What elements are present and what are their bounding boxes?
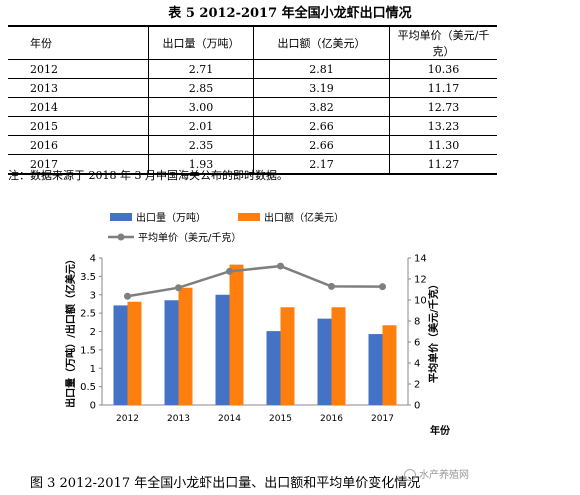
left-tick-label: 3.5 xyxy=(80,272,96,283)
price-point xyxy=(379,283,386,291)
legend-swatch-value xyxy=(238,213,260,221)
right-tick-label: 10 xyxy=(414,296,427,307)
price-point xyxy=(226,267,233,275)
left-tick-label: 1.5 xyxy=(80,345,96,356)
table-title: 表 5 2012-2017 年全国小龙虾出口情况 xyxy=(168,6,412,21)
header-year: 年份 xyxy=(8,25,149,60)
header-volume: 出口量（万吨） xyxy=(148,25,254,60)
bar-volume xyxy=(164,300,179,405)
cell-year: 2016 xyxy=(8,135,149,155)
y-axis-title: 出口量（万吨）/出口额（亿美元） xyxy=(64,254,77,408)
right-tick-label: 2 xyxy=(414,380,420,391)
cell-volume: 2.71 xyxy=(148,59,254,79)
cell-value: 2.81 xyxy=(253,59,390,79)
bar-value xyxy=(127,301,142,405)
price-point xyxy=(277,262,284,270)
right-tick-label: 4 xyxy=(414,359,420,370)
cell-price: 11.27 xyxy=(389,154,497,175)
bar-value xyxy=(178,287,193,405)
table-row: 2016 2.35 2.66 11.30 xyxy=(8,135,497,155)
bar-value xyxy=(229,264,244,405)
legend-marker-price xyxy=(117,233,125,241)
x-tick-label: 2016 xyxy=(320,414,343,424)
legend-label-price: 平均单价（美元/千克） xyxy=(138,231,241,244)
price-series-line xyxy=(127,264,383,298)
bar-volume xyxy=(317,318,332,405)
left-tick-label: 4 xyxy=(90,254,96,265)
price-line xyxy=(124,262,386,300)
cell-year: 2013 xyxy=(8,78,149,98)
watermark: 水产养殖网 xyxy=(404,466,469,481)
x-tick-label: 2015 xyxy=(269,414,292,424)
x-axis-title: 年份 xyxy=(430,424,451,437)
table-row: 2017 1.93 2.17 11.27 xyxy=(8,154,497,175)
cell-value: 2.17 xyxy=(253,154,390,175)
right-tick-label: 8 xyxy=(414,317,420,328)
watermark-text: 水产养殖网 xyxy=(419,470,469,481)
left-tick-label: 2 xyxy=(90,327,96,338)
cell-price: 12.73 xyxy=(389,97,497,117)
right-tick-label: 0 xyxy=(414,401,420,412)
cell-value: 2.66 xyxy=(253,116,390,136)
header-price: 平均单价（美元/千克） xyxy=(389,25,497,60)
right-tick-label: 14 xyxy=(414,254,427,265)
price-point xyxy=(175,284,182,292)
cell-volume: 2.85 xyxy=(148,78,254,98)
bar-volume xyxy=(266,331,281,405)
table-row: 2014 3.00 3.82 12.73 xyxy=(8,97,497,117)
cell-price: 11.30 xyxy=(389,135,497,155)
x-tick-label: 2014 xyxy=(218,414,241,424)
legend-label-value: 出口额（亿美元） xyxy=(264,211,344,224)
chart-axis-labels: 出口量（万吨）/出口额（亿美元） 平均单价（美元/千克） 年份 xyxy=(64,254,451,437)
legend-label-volume: 出口量（万吨） xyxy=(136,211,206,224)
cell-volume: 3.00 xyxy=(148,97,254,117)
left-tick-label: 3 xyxy=(90,290,96,301)
cell-year: 2017 xyxy=(8,154,149,175)
table-row: 2013 2.85 3.19 11.17 xyxy=(8,78,497,98)
left-tick-label: 0.5 xyxy=(80,382,96,393)
right-tick-label: 12 xyxy=(414,275,427,286)
cell-value: 2.66 xyxy=(253,135,390,155)
x-tick-label: 2013 xyxy=(167,414,190,424)
price-point xyxy=(124,292,131,300)
header-value: 出口额（亿美元） xyxy=(253,25,390,60)
bar-volume xyxy=(215,294,230,405)
cell-price: 11.17 xyxy=(389,78,497,98)
left-tick-label: 1 xyxy=(90,364,96,375)
price-point xyxy=(328,282,335,290)
x-tick-label: 2017 xyxy=(371,414,394,424)
table-row: 2012 2.71 2.81 10.36 xyxy=(8,59,497,79)
table-row: 2015 2.01 2.66 13.23 xyxy=(8,116,497,136)
cell-volume: 1.93 xyxy=(148,154,254,175)
cell-year: 2015 xyxy=(8,116,149,136)
chart-axes: 0 0.5 1 1.5 2 2.5 3 3.5 4 0 2 4 6 8 10 12 14 2012 2013 2014… xyxy=(80,254,427,425)
export-chart: 出口量（万吨） 出口额（亿美元） 平均单价（美元/千克） 0 0.5 1 1.5 2 2.5 3… xyxy=(64,211,451,437)
table-header-row: 年份 出口量（万吨） 出口额（亿美元） 平均单价（美元/千克） xyxy=(8,25,497,60)
bar-volume xyxy=(368,334,383,405)
cell-volume: 2.35 xyxy=(148,135,254,155)
bar-value xyxy=(280,307,295,405)
chart-legend: 出口量（万吨） 出口额（亿美元） 平均单价（美元/千克） xyxy=(108,211,344,244)
bar-value xyxy=(382,325,397,405)
export-table: 年份 出口量（万吨） 出口额（亿美元） 平均单价（美元/千克） 2012 2.7… xyxy=(8,25,497,175)
figure-caption: 图 3 2012-2017 年全国小龙虾出口量、出口额和平均单价变化情况 xyxy=(30,476,421,491)
x-tick-label: 2012 xyxy=(116,414,139,424)
cell-volume: 2.01 xyxy=(148,116,254,136)
chart-bars xyxy=(113,264,397,405)
cell-year: 2012 xyxy=(8,59,149,79)
cell-price: 10.36 xyxy=(389,59,497,79)
cell-value: 3.82 xyxy=(253,97,390,117)
cell-year: 2014 xyxy=(8,97,149,117)
cell-value: 3.19 xyxy=(253,78,390,98)
y2-axis-title: 平均单价（美元/千克） xyxy=(427,279,440,383)
bar-value xyxy=(331,307,346,405)
wechat-icon xyxy=(404,469,416,481)
legend-swatch-volume xyxy=(110,213,132,221)
left-tick-label: 2.5 xyxy=(80,309,96,320)
table-note: 注：数据来源于 2018 年 3 月中国海关公布的即时数据。 xyxy=(8,169,288,182)
right-tick-label: 6 xyxy=(414,338,420,349)
left-tick-label: 0 xyxy=(90,401,96,412)
cell-price: 13.23 xyxy=(389,116,497,136)
bar-volume xyxy=(113,305,128,405)
